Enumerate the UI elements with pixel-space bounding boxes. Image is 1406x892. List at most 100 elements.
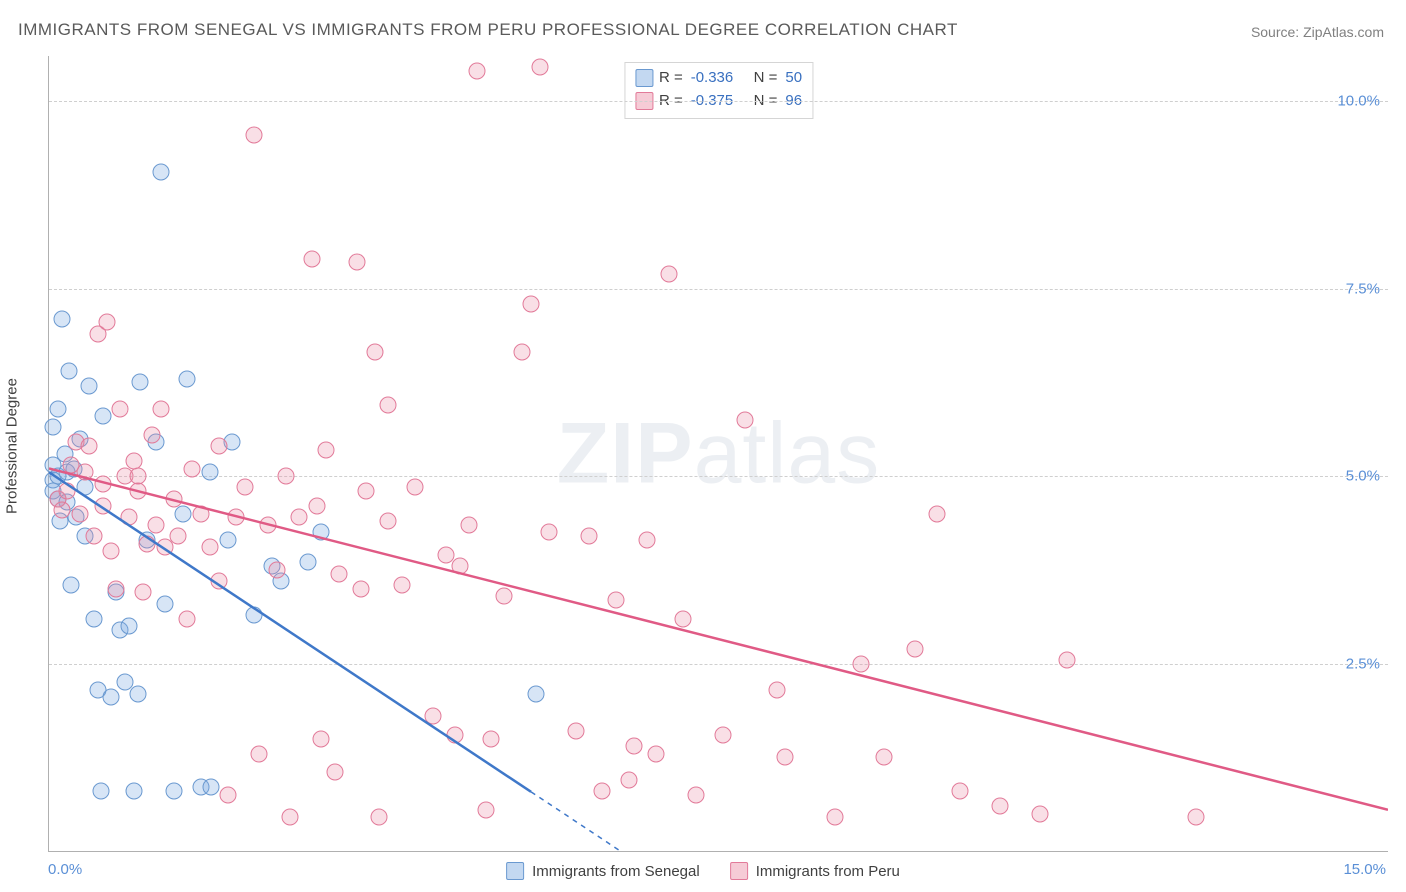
data-point (567, 723, 584, 740)
data-point (76, 479, 93, 496)
data-point (85, 528, 102, 545)
data-point (514, 344, 531, 361)
data-point (299, 554, 316, 571)
data-point (523, 295, 540, 312)
data-point (179, 610, 196, 627)
x-tick-right: 15.0% (1343, 861, 1386, 878)
data-point (304, 250, 321, 267)
data-point (424, 708, 441, 725)
data-point (201, 539, 218, 556)
data-point (58, 483, 75, 500)
data-point (661, 265, 678, 282)
data-point (165, 490, 182, 507)
data-point (237, 479, 254, 496)
data-point (139, 535, 156, 552)
data-point (259, 516, 276, 533)
data-point (81, 378, 98, 395)
gridline (49, 476, 1388, 477)
watermark: ZIPatlas (557, 404, 880, 503)
data-point (290, 509, 307, 526)
watermark-atlas: atlas (694, 405, 881, 501)
correlation-legend: R = -0.336 N = 50 R = -0.375 N = 96 (624, 62, 813, 119)
data-point (313, 524, 330, 541)
data-point (951, 783, 968, 800)
data-point (85, 610, 102, 627)
data-point (152, 164, 169, 181)
data-point (45, 419, 62, 436)
data-point (94, 475, 111, 492)
data-point (170, 528, 187, 545)
data-point (203, 779, 220, 796)
data-point (148, 516, 165, 533)
data-point (54, 501, 71, 518)
data-point (107, 580, 124, 597)
data-point (380, 513, 397, 530)
data-point (906, 640, 923, 657)
data-point (621, 771, 638, 788)
data-point (1188, 809, 1205, 826)
data-point (277, 468, 294, 485)
data-point (143, 426, 160, 443)
data-point (853, 655, 870, 672)
data-point (268, 561, 285, 578)
data-point (527, 685, 544, 702)
data-point (130, 685, 147, 702)
data-point (607, 591, 624, 608)
data-point (112, 400, 129, 417)
data-point (371, 809, 388, 826)
gridline (49, 101, 1388, 102)
data-point (625, 738, 642, 755)
data-point (54, 310, 71, 327)
chart-title: IMMIGRANTS FROM SENEGAL VS IMMIGRANTS FR… (18, 20, 958, 40)
data-point (991, 798, 1008, 815)
data-point (469, 63, 486, 80)
data-point (313, 730, 330, 747)
data-point (531, 59, 548, 76)
data-point (130, 483, 147, 500)
data-point (94, 498, 111, 515)
data-point (152, 400, 169, 417)
data-point (125, 783, 142, 800)
data-point (688, 786, 705, 803)
data-point (929, 505, 946, 522)
source-prefix: Source: (1251, 24, 1303, 40)
plot-area: ZIPatlas R = -0.336 N = 50 R = -0.375 N … (48, 56, 1388, 852)
data-point (482, 730, 499, 747)
data-point (210, 438, 227, 455)
data-point (326, 764, 343, 781)
data-point (174, 505, 191, 522)
data-point (1031, 805, 1048, 822)
y-tick: 5.0% (1346, 468, 1380, 485)
data-point (357, 483, 374, 500)
series-legend: Immigrants from Senegal Immigrants from … (506, 862, 900, 880)
data-point (460, 516, 477, 533)
data-point (380, 396, 397, 413)
source-link[interactable]: ZipAtlas.com (1303, 24, 1384, 40)
data-point (165, 783, 182, 800)
data-point (246, 126, 263, 143)
watermark-zip: ZIP (557, 405, 694, 501)
y-tick: 10.0% (1337, 93, 1380, 110)
data-point (406, 479, 423, 496)
data-point (317, 441, 334, 458)
data-point (81, 438, 98, 455)
data-point (49, 400, 66, 417)
y-axis-label: Professional Degree (4, 378, 21, 514)
n-label: N = (754, 67, 778, 90)
data-point (72, 505, 89, 522)
legend-row-senegal: R = -0.336 N = 50 (635, 67, 802, 90)
data-point (60, 363, 77, 380)
legend-item-peru: Immigrants from Peru (730, 862, 900, 880)
data-point (768, 681, 785, 698)
x-tick-left: 0.0% (48, 861, 82, 878)
data-point (478, 801, 495, 818)
data-point (219, 531, 236, 548)
data-point (496, 588, 513, 605)
data-point (246, 606, 263, 623)
data-point (92, 783, 109, 800)
data-point (210, 573, 227, 590)
data-point (875, 749, 892, 766)
gridline (49, 664, 1388, 665)
data-point (282, 809, 299, 826)
data-point (99, 314, 116, 331)
